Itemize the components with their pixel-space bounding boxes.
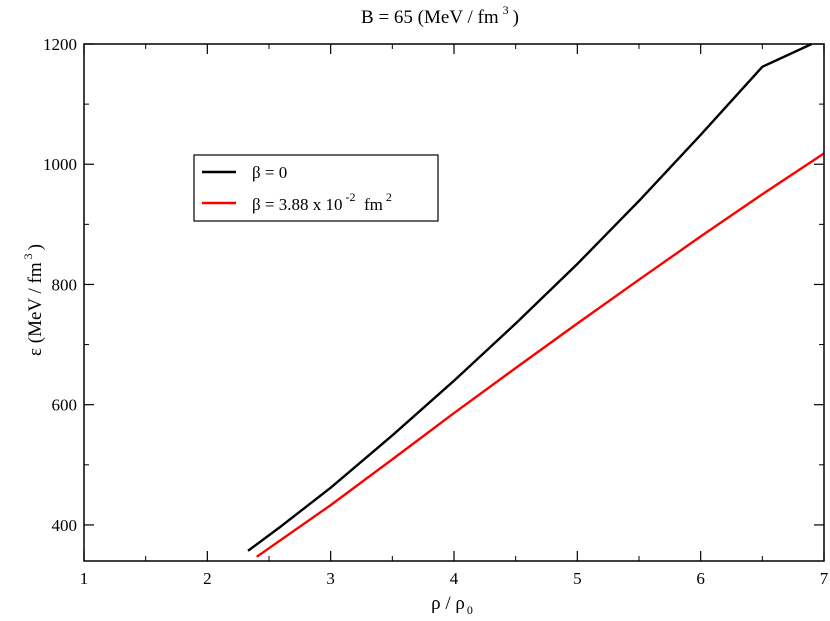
x-tick-label-1: 1: [80, 569, 89, 588]
y-tick-label-600: 600: [52, 396, 78, 415]
legend: β = 0 β = 3.88 x 10 -2 fm 2: [193, 154, 439, 222]
legend-label-beta-388: β = 3.88 x 10 -2 fm 2: [252, 190, 392, 214]
y-tick-label-400: 400: [52, 516, 78, 535]
x-tick-label-6: 6: [696, 569, 705, 588]
y-axis-title: ε (MeV / fm3): [21, 244, 46, 356]
legend-label-beta-0: β = 0: [252, 163, 287, 182]
series-line-beta-0: [247, 42, 813, 552]
x-tick-label-2: 2: [203, 569, 212, 588]
x-tick-label-7: 7: [820, 569, 829, 588]
series-line-beta-388: [256, 152, 825, 558]
x-tick-label-3: 3: [326, 569, 335, 588]
y-tick-label-1000: 1000: [43, 155, 77, 174]
y-tick-label-1200: 1200: [43, 35, 77, 54]
y-tick-label-800: 800: [52, 275, 78, 294]
chart-title: B = 65 (MeV / fm 3): [361, 3, 519, 28]
plot-frame: [83, 43, 825, 562]
series-layer: [247, 42, 825, 558]
legend-box: [193, 154, 439, 222]
x-tick-label-5: 5: [573, 569, 582, 588]
ticks-layer: 1 2 3 4 5 6 7 400 600 800 1000 1200: [43, 35, 829, 588]
x-tick-label-4: 4: [450, 569, 459, 588]
